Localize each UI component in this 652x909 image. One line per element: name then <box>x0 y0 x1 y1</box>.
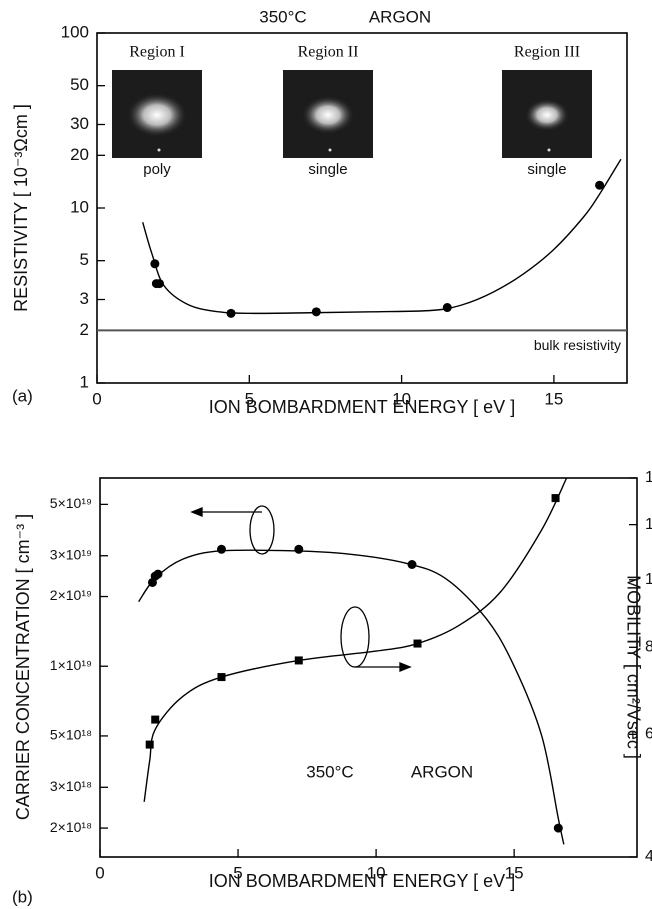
x-tick-label: 15 <box>544 389 563 408</box>
y-tick-label: 100 <box>61 22 89 41</box>
fit-curve <box>142 158 622 315</box>
square-marker <box>551 494 560 503</box>
x-tick-label: 5 <box>233 863 242 882</box>
annotation: 350°C <box>306 762 353 781</box>
inset-title: Region I <box>129 44 185 61</box>
axis-indicator <box>249 505 275 555</box>
circle-marker <box>153 569 163 579</box>
arrowhead <box>190 507 203 517</box>
y-tick-label: 5×10¹⁸ <box>50 727 92 743</box>
y2-tick-label: 40 <box>645 848 652 865</box>
y2-tick-label: 60 <box>645 726 652 743</box>
y-tick-label: 2×10¹⁸ <box>50 819 92 835</box>
x-tick-label: 5 <box>245 389 254 408</box>
annotation: ARGON <box>369 7 431 26</box>
y-tick-label: 50 <box>70 75 89 94</box>
y-axis-label: RESISTIVITY [ 10⁻³Ωcm ] <box>11 104 31 312</box>
y-tick-label: 5×10¹⁹ <box>50 495 92 511</box>
y-tick-label: 2 <box>80 320 89 339</box>
y-tick-label: 30 <box>70 114 89 133</box>
y-axis-label: CARRIER CONCENTRATION [ cm⁻³ ] <box>13 514 33 820</box>
y2-tick-label: 140 <box>645 469 652 486</box>
fit-curve <box>143 477 568 802</box>
y-tick-label: 3 <box>80 289 89 308</box>
inset-caption: single <box>308 161 347 178</box>
circle-marker <box>595 180 605 190</box>
axis-indicator <box>340 606 370 668</box>
inset-title: Region II <box>298 44 359 61</box>
panel-label: (a) <box>12 386 33 405</box>
circle-marker <box>442 303 452 313</box>
y-tick-label: 10 <box>70 197 89 216</box>
y-tick-label: 1×10¹⁹ <box>50 657 92 673</box>
chart: 0 5 10 15 1 2 3 5 10 20 30 50 100 bulk resistivity ION… <box>11 7 628 417</box>
inset-caption: single <box>527 161 566 178</box>
y-tick-label: 3×10¹⁸ <box>50 778 92 794</box>
square-marker <box>151 715 160 724</box>
y2-tick-label: 80 <box>645 639 652 656</box>
inset-pattern <box>525 99 569 131</box>
x-axis-label: ION BOMBARDMENT ENERGY [ eV ] <box>209 871 515 891</box>
square-marker <box>145 740 154 749</box>
inset-pattern <box>302 96 354 134</box>
x-tick-label: 15 <box>505 863 524 882</box>
fit-curve <box>138 549 565 845</box>
circle-marker <box>294 544 304 554</box>
y2-axis-label: MOBILITY [ cm²/Vsec ] <box>623 575 643 759</box>
x-tick-label: 10 <box>367 863 386 882</box>
inset-pattern <box>127 93 187 137</box>
circle-marker <box>216 544 226 554</box>
x-tick-label: 0 <box>95 863 104 882</box>
y2-tick-label: 100 <box>645 571 652 588</box>
panel-b-decor <box>190 505 412 672</box>
inset-caption: poly <box>143 161 171 178</box>
inset-spot <box>157 148 161 152</box>
reference-label: bulk resistivity <box>534 337 621 353</box>
panel-label: (b) <box>12 887 33 906</box>
annotation: 350°C <box>259 7 306 26</box>
x-tick-label: 0 <box>92 389 101 408</box>
inset-title: Region III <box>514 44 580 61</box>
arrowhead <box>399 662 412 672</box>
y-tick-label: 2×10¹⁹ <box>50 587 92 603</box>
x-axis-label: ION BOMBARDMENT ENERGY [ eV ] <box>209 397 515 417</box>
inset-spot <box>328 148 332 152</box>
y-tick-label: 5 <box>80 250 89 269</box>
y2-tick-label: 120 <box>645 516 652 533</box>
inset-spot <box>547 148 551 152</box>
plot-frame <box>99 477 638 858</box>
y-tick-label: 1 <box>80 372 89 391</box>
x-tick-label: 10 <box>392 389 411 408</box>
y-tick-label: 3×10¹⁹ <box>50 546 92 562</box>
annotation: ARGON <box>411 762 473 781</box>
circle-marker <box>311 307 321 317</box>
chart: 0 5 10 15 2×10¹⁸ 3×10¹⁸ 5×10¹⁸ 1×10¹⁹ 2×10¹⁹ 3×10… <box>12 469 652 906</box>
y-tick-label: 20 <box>70 145 89 164</box>
